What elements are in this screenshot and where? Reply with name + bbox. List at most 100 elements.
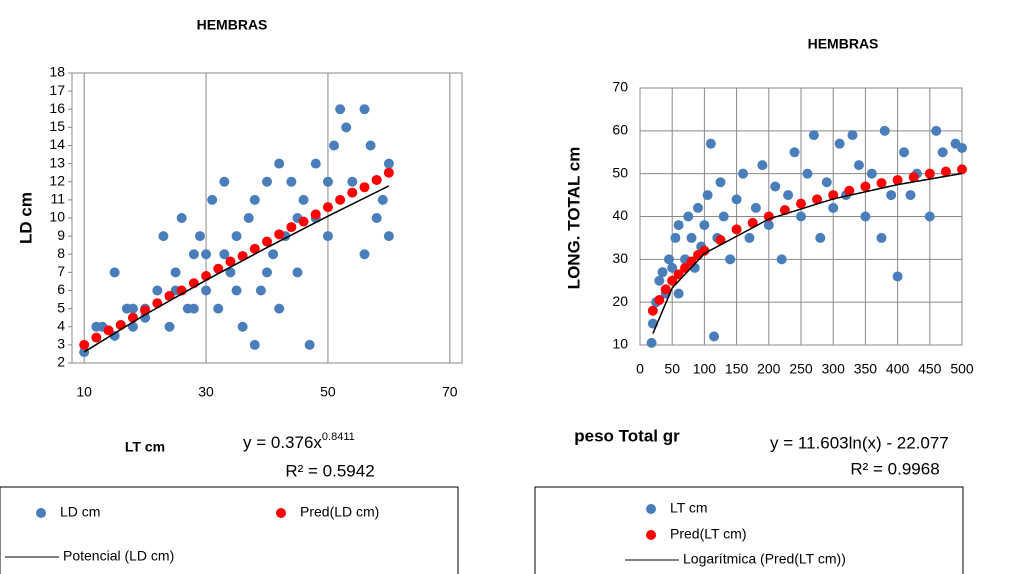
data-point — [249, 339, 260, 350]
x-tick-label: 450 — [918, 361, 942, 377]
data-point — [646, 337, 657, 348]
y-tick-label: 17 — [49, 82, 65, 98]
data-point — [359, 182, 370, 193]
data-point — [274, 303, 285, 314]
data-point — [152, 298, 163, 309]
data-point — [957, 142, 967, 153]
data-point — [109, 267, 120, 278]
legend-swatch — [646, 504, 656, 514]
data-point — [201, 249, 212, 260]
data-point — [879, 125, 890, 136]
data-point — [673, 220, 684, 231]
data-point — [365, 140, 376, 151]
plot-area — [71, 72, 463, 364]
y-axis-label: LONG. TOTAL cm — [564, 147, 583, 290]
x-axis-label: LT cm — [125, 439, 165, 455]
data-point — [763, 211, 774, 222]
data-point — [213, 303, 224, 314]
x-tick-label: 300 — [822, 361, 846, 377]
data-point — [776, 254, 787, 265]
x-tick-label: 500 — [950, 361, 974, 377]
equation: y = 0.376x0.8411 — [243, 431, 355, 453]
r-squared: R² = 0.9968 — [850, 459, 939, 478]
y-tick-label: 12 — [49, 172, 65, 188]
data-point — [783, 190, 794, 201]
chart-title: HEMBRAS — [197, 17, 268, 33]
data-point — [673, 269, 684, 280]
data-point — [924, 168, 935, 179]
data-point — [647, 305, 658, 316]
data-point — [164, 321, 175, 332]
data-point — [286, 222, 297, 233]
data-point — [654, 275, 665, 286]
y-tick-label: 10 — [49, 209, 65, 225]
data-point — [957, 164, 967, 175]
data-point — [657, 267, 668, 278]
data-point — [757, 160, 768, 171]
x-tick-label: 350 — [854, 361, 878, 377]
y-tick-label: 5 — [57, 299, 65, 315]
r-squared: R² = 0.5942 — [285, 461, 374, 480]
y-tick-label: 6 — [57, 281, 65, 297]
data-point — [660, 284, 671, 295]
equation-base: y = 0.376x — [243, 433, 322, 452]
data-point — [310, 209, 321, 220]
data-point — [670, 232, 681, 243]
legend-label: Pred(LD cm) — [300, 504, 379, 520]
data-point — [292, 267, 303, 278]
data-point — [127, 303, 138, 314]
legend-swatch — [276, 508, 286, 518]
y-tick-label: 18 — [49, 64, 65, 80]
data-point — [940, 166, 951, 177]
data-point — [815, 232, 826, 243]
data-point — [310, 158, 321, 169]
data-point — [152, 285, 163, 296]
y-tick-label: 7 — [57, 263, 65, 279]
data-point — [812, 194, 823, 205]
y-tick-label: 70 — [612, 79, 628, 95]
data-point — [763, 220, 774, 231]
data-point — [709, 331, 720, 342]
y-tick-label: 40 — [612, 207, 628, 223]
data-point — [699, 220, 710, 231]
y-tick-label: 10 — [612, 336, 628, 352]
equation-exponent: 0.8411 — [322, 431, 355, 443]
data-point — [731, 194, 742, 205]
data-point — [335, 104, 346, 115]
legend-label: LT cm — [670, 500, 708, 516]
data-point — [115, 319, 126, 330]
data-point — [213, 263, 224, 274]
data-point — [731, 224, 742, 235]
data-point — [876, 232, 887, 243]
x-tick-label: 10 — [76, 384, 92, 400]
data-point — [892, 271, 903, 282]
data-point — [249, 243, 260, 254]
data-point — [886, 190, 897, 201]
legend-label: LD cm — [60, 504, 100, 520]
data-point — [667, 275, 678, 286]
x-tick-label: 50 — [320, 384, 336, 400]
x-tick-label: 30 — [198, 384, 214, 400]
data-point — [262, 236, 272, 247]
data-point — [828, 190, 839, 201]
data-point — [834, 138, 845, 149]
data-point — [654, 295, 665, 306]
data-point — [673, 288, 684, 299]
data-point — [383, 231, 394, 242]
data-point — [705, 138, 716, 149]
data-point — [219, 176, 230, 187]
data-point — [931, 125, 942, 136]
y-tick-label: 15 — [49, 118, 65, 134]
x-axis-label: peso Total gr — [574, 426, 680, 445]
y-tick-label: 16 — [49, 100, 65, 116]
legend-swatch — [36, 508, 46, 518]
data-point — [127, 312, 138, 323]
y-tick-label: 2 — [57, 354, 65, 370]
data-point — [699, 245, 710, 256]
data-point — [329, 140, 340, 151]
y-tick-label: 50 — [612, 164, 628, 180]
data-point — [170, 267, 181, 278]
data-point — [892, 175, 903, 186]
y-tick-label: 11 — [50, 191, 65, 207]
data-point — [715, 177, 726, 188]
